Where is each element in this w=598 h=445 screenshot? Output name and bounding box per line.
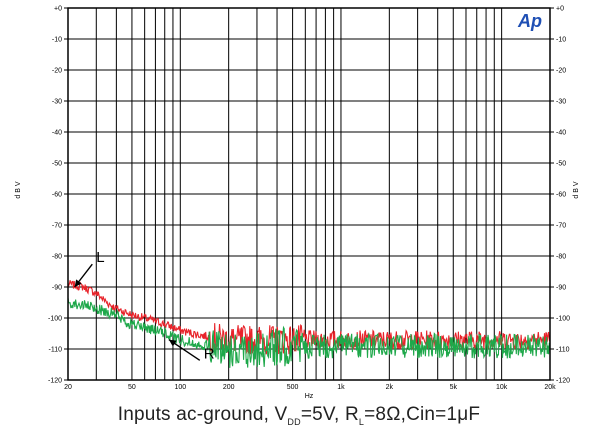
caption-text-1: Inputs ac-ground, V xyxy=(117,404,288,425)
y-tick-label-right: -100 xyxy=(556,316,570,323)
y-tick-label-left: -60 xyxy=(52,192,62,199)
y-tick-label-left: -90 xyxy=(52,285,62,292)
y-tick-label-left: -10 xyxy=(52,37,62,44)
caption-sub-l: L xyxy=(358,416,365,427)
x-tick-label: 20k xyxy=(544,384,556,391)
caption-text-3: =8Ω,Cin=1μF xyxy=(364,404,481,425)
y-tick-label-left: +0 xyxy=(54,6,62,13)
x-tick-label: 200 xyxy=(223,384,235,391)
x-tick-label: 500 xyxy=(287,384,299,391)
series-line-L xyxy=(67,280,551,355)
ap-logo: Ap xyxy=(517,11,542,31)
annotation-arrowhead-L xyxy=(74,279,82,287)
y-tick-label-right: -20 xyxy=(556,68,566,75)
annotation-label-R: R xyxy=(204,345,215,362)
y-tick-labels-right: +0 -10 -20 -30 -40 -50 -60 -70 -80 -90 -100 -110 -12… xyxy=(556,6,570,385)
ap-logo-text: Ap xyxy=(517,11,542,31)
y-tick-label-left: -70 xyxy=(52,223,62,230)
y-tick-label-right: -90 xyxy=(556,285,566,292)
x-tick-label: 1k xyxy=(337,384,345,391)
series-layer xyxy=(67,280,551,368)
x-tick-label: 50 xyxy=(128,384,136,391)
plot-frame xyxy=(67,7,551,381)
y-tick-label-left: -30 xyxy=(52,99,62,106)
chart-caption: Inputs ac-ground, VDD=5V, RL=8Ω,Cin=1μF xyxy=(0,404,598,427)
y-tick-label-right: -40 xyxy=(556,130,566,137)
y-tick-label-right: -30 xyxy=(556,99,566,106)
annotations: LR xyxy=(74,249,215,362)
y-tick-label-left: -120 xyxy=(48,378,62,385)
y-tick-label-left: -80 xyxy=(52,254,62,261)
noise-floor-chart: +0 -10 -20 -30 -40 -50 -60 -70 -80 -90 -100 -110 -12… xyxy=(15,5,580,400)
caption-text-2: =5V, R xyxy=(300,404,359,425)
x-axis-label: Hz xyxy=(305,393,314,400)
y-tick-label-right: -10 xyxy=(556,37,566,44)
y-tick-label-left: -40 xyxy=(52,130,62,137)
y-axis-label-right: d B V xyxy=(573,181,580,198)
y-tick-labels-left: +0 -10 -20 -30 -40 -50 -60 -70 -80 -90 -100 -110 -12… xyxy=(48,6,62,385)
y-tick-label-left: -100 xyxy=(48,316,62,323)
caption-sub-dd: DD xyxy=(287,416,301,427)
x-tick-label: 5k xyxy=(450,384,458,391)
annotation-label-L: L xyxy=(96,249,104,266)
y-tick-label-left: -110 xyxy=(49,347,63,354)
y-tick-label-left: -50 xyxy=(52,161,62,168)
annotation-arrowhead-R xyxy=(168,339,177,347)
y-tick-label-right: -110 xyxy=(556,347,570,354)
y-tick-label-right: -80 xyxy=(556,254,566,261)
series-line-R xyxy=(67,297,551,368)
y-axis-label-left: d B V xyxy=(15,181,22,198)
x-tick-label: 10k xyxy=(496,384,508,391)
y-tick-label-right: -60 xyxy=(556,192,566,199)
y-tick-label-right: -50 xyxy=(556,161,566,168)
y-tick-label-right: -70 xyxy=(556,223,566,230)
y-tick-label-left: -20 xyxy=(52,68,62,75)
x-tick-label: 20 xyxy=(64,384,72,391)
y-tick-label-right: -120 xyxy=(556,378,570,385)
y-tick-label-right: +0 xyxy=(556,6,564,13)
x-tick-label: 100 xyxy=(174,384,186,391)
x-tick-labels: 20 50 100 200 500 1k 2k 5k 10k 20k xyxy=(64,384,556,391)
grid-lines xyxy=(64,7,554,381)
x-tick-label: 2k xyxy=(386,384,394,391)
